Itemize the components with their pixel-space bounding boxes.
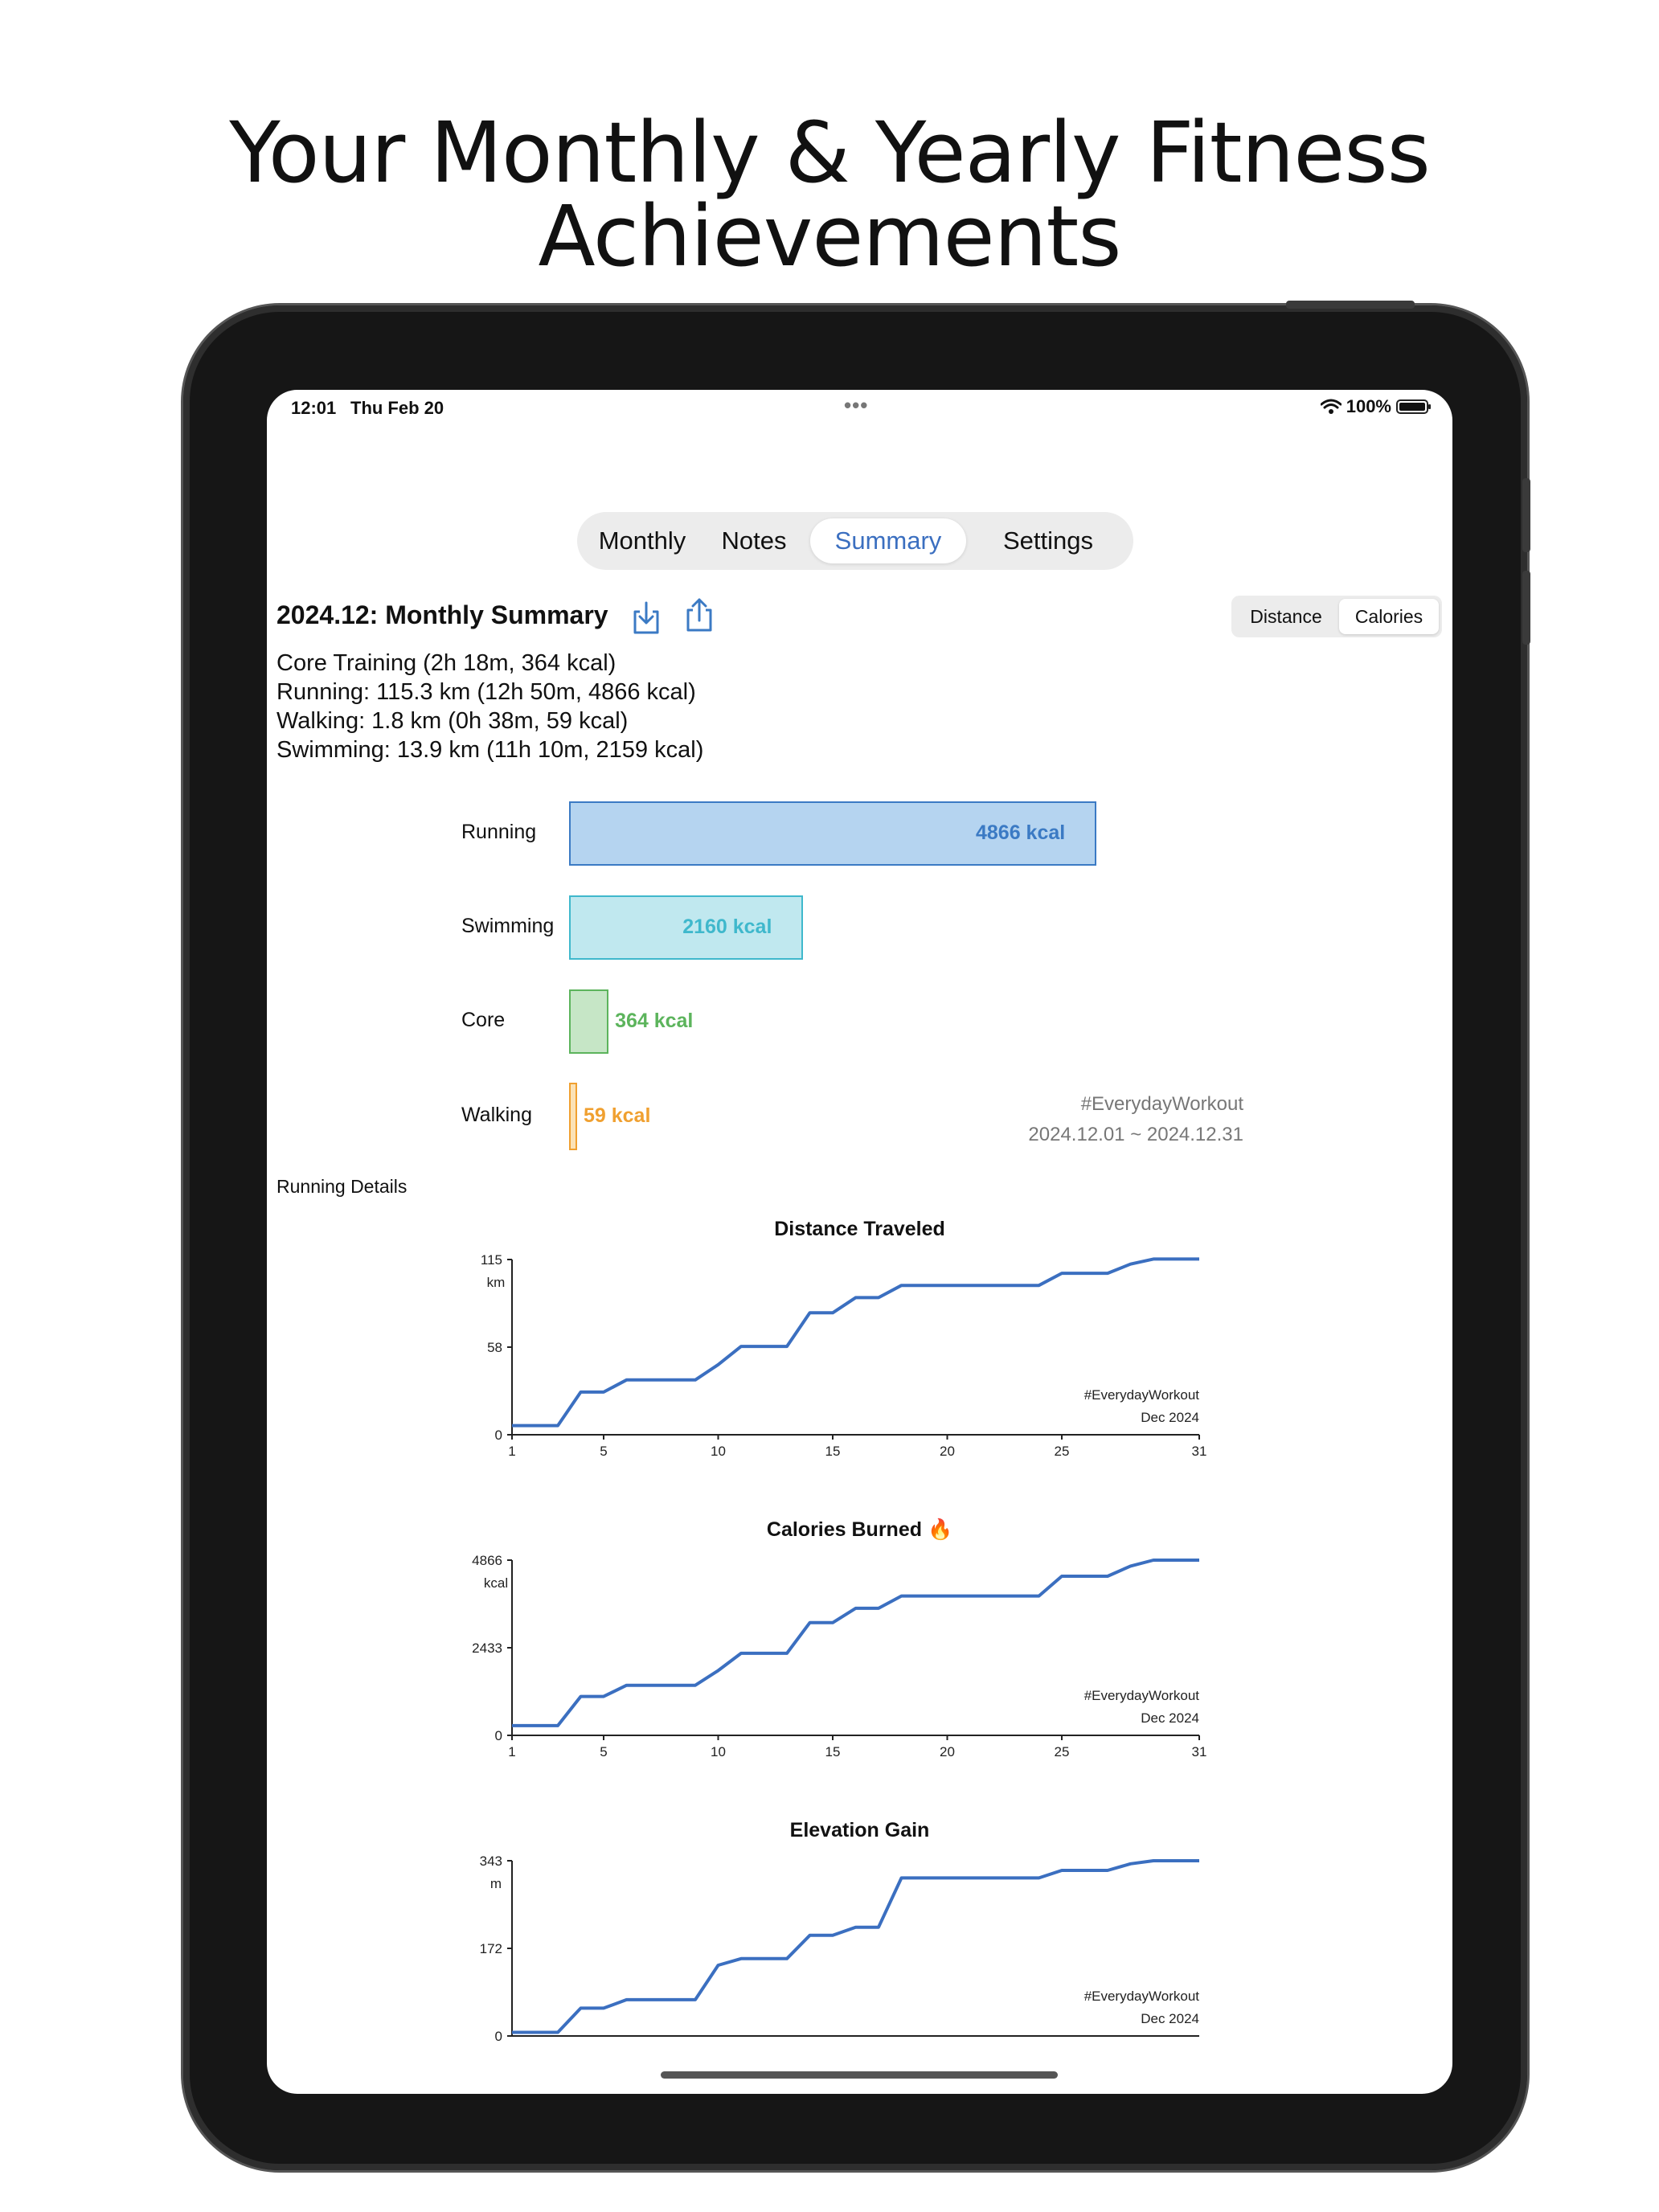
toggle-distance[interactable]: Distance (1250, 606, 1322, 627)
chart-watermark-hashtag: #EverydayWorkout (1084, 1387, 1200, 1403)
chart-watermark-date: Dec 2024 (1141, 2011, 1199, 2026)
bar (569, 801, 1096, 866)
volume-up-button (1522, 478, 1530, 552)
chart-watermark-hashtag: #EverydayWorkout (1084, 1989, 1200, 2004)
y-tick-label: 172 (480, 1941, 502, 1956)
x-tick-label: 15 (825, 1444, 841, 1459)
x-tick-label: 5 (600, 1744, 607, 1759)
y-tick-label: 0 (495, 2029, 502, 2044)
battery-percent: 100% (1346, 396, 1391, 416)
bar (569, 895, 804, 960)
y-tick-label: 58 (487, 1340, 502, 1355)
y-tick-label: 115 (481, 1252, 502, 1268)
status-date: Thu Feb 20 (350, 398, 444, 418)
bar-label: Core (461, 1009, 506, 1031)
bar-value-label: 59 kcal (584, 1104, 651, 1127)
series-line (512, 1257, 1199, 1428)
top-button (1286, 301, 1415, 309)
x-tick-label: 25 (1055, 1444, 1070, 1459)
x-tick-label: 5 (600, 1444, 607, 1459)
main-tab-bar: Monthly Notes Summary Settings (577, 512, 1133, 570)
chart-watermark-date: Dec 2024 (1141, 1710, 1199, 1726)
tab-monthly[interactable]: Monthly (598, 526, 686, 555)
chart-title: Elevation Gain (789, 1819, 930, 1841)
y-unit-label: kcal (484, 1575, 508, 1591)
bar (569, 989, 609, 1054)
distance-calories-toggle: Distance Calories (1231, 596, 1442, 637)
x-tick-label: 20 (940, 1744, 955, 1759)
summary-line-core: Core Training (2h 18m, 364 kcal) (276, 650, 616, 676)
volume-down-button (1522, 571, 1530, 645)
bar-label: Walking (461, 1104, 532, 1126)
chart-title-text: Calories Burned (766, 1518, 922, 1541)
chart-title: Calories Burned 🔥 (267, 1518, 1452, 1542)
y-unit-label: km (487, 1275, 506, 1290)
summary-title: 2024.12: Monthly Summary (276, 600, 608, 629)
y-tick-label: 343 (480, 1854, 502, 1869)
bar-value-label: 364 kcal (615, 1010, 694, 1032)
x-tick-label: 15 (825, 1744, 841, 1759)
share-icon[interactable] (683, 597, 715, 633)
x-tick-label: 31 (1192, 1744, 1207, 1759)
summary-line-walking: Walking: 1.8 km (0h 38m, 59 kcal) (276, 708, 629, 734)
running-details-label: Running Details (276, 1176, 408, 1197)
y-tick-label: 2433 (472, 1641, 502, 1656)
series-line (512, 1859, 1199, 2034)
x-tick-label: 31 (1192, 1444, 1207, 1459)
summary-line-running: Running: 115.3 km (12h 50m, 4866 kcal) (276, 679, 696, 705)
multitasking-dots-icon[interactable]: ••• (844, 393, 869, 417)
status-right: 100% (1320, 396, 1431, 417)
y-unit-label: m (490, 1876, 502, 1891)
x-tick-label: 1 (508, 1744, 515, 1759)
summary-line-swimming: Swimming: 13.9 km (11h 10m, 2159 kcal) (276, 737, 704, 763)
battery-icon (1396, 399, 1431, 414)
y-tick-label: 0 (495, 1728, 502, 1743)
chart-title: Distance Traveled (774, 1218, 945, 1240)
bar-value-label: 4866 kcal (976, 821, 1066, 844)
x-tick-label: 10 (711, 1744, 726, 1759)
tab-notes[interactable]: Notes (721, 526, 787, 555)
home-indicator[interactable] (661, 2071, 1058, 2079)
chart-watermark-hashtag: #EverydayWorkout (1084, 1688, 1200, 1703)
status-bar: 12:01 Thu Feb 20 ••• 100% (267, 390, 1452, 422)
tab-settings[interactable]: Settings (1002, 526, 1093, 555)
summary-lines: Core Training (2h 18m, 364 kcal) Running… (276, 649, 703, 764)
x-tick-label: 25 (1055, 1744, 1070, 1759)
chart-watermark-date: Dec 2024 (1141, 1410, 1199, 1425)
y-tick-label: 0 (495, 1428, 502, 1443)
bar-label: Running (461, 821, 537, 843)
wifi-icon (1320, 399, 1342, 414)
download-icon[interactable] (630, 600, 662, 636)
headline: Your Monthly & Yearly Fitness Achievemen… (229, 104, 1431, 285)
fire-icon: 🔥 (927, 1518, 953, 1541)
calories-chart: Calories Burned 🔥 0 2433 4866 kcal 1 5 10 15 20 2… (267, 1518, 1452, 1792)
x-tick-label: 1 (508, 1444, 515, 1459)
elevation-chart: Elevation Gain 0 172 343 m #EverydayWorkout D… (267, 1819, 1452, 2092)
series-line (512, 1559, 1199, 1727)
bar-label: Swimming (461, 915, 555, 937)
tab-summary[interactable]: Summary (810, 518, 966, 563)
y-tick-label: 4866 (472, 1553, 502, 1568)
bar-chart-hashtag: #EverydayWorkout (1080, 1093, 1243, 1115)
x-tick-label: 10 (711, 1444, 726, 1459)
bar (569, 1083, 577, 1150)
status-time: 12:01 (291, 398, 337, 418)
bar-chart-date-range: 2024.12.01 ~ 2024.12.31 (1028, 1124, 1243, 1145)
toggle-calories[interactable]: Calories (1339, 599, 1439, 634)
app-screen: 12:01 Thu Feb 20 ••• 100% Monthly Notes … (267, 390, 1452, 2094)
bar-chart-stamp: #EverydayWorkout 2024.12.01 ~ 2024.12.31 (1028, 1089, 1243, 1150)
bar-value-label: 2160 kcal (682, 916, 772, 938)
elevation-line-chart: 0 172 343 m #EverydayWorkout Dec 2024 (480, 1854, 1200, 2044)
distance-chart: Distance Traveled 0 58 115 km 1 5 10 15 20 25 31 #E… (267, 1218, 1452, 1491)
x-tick-label: 20 (940, 1444, 955, 1459)
